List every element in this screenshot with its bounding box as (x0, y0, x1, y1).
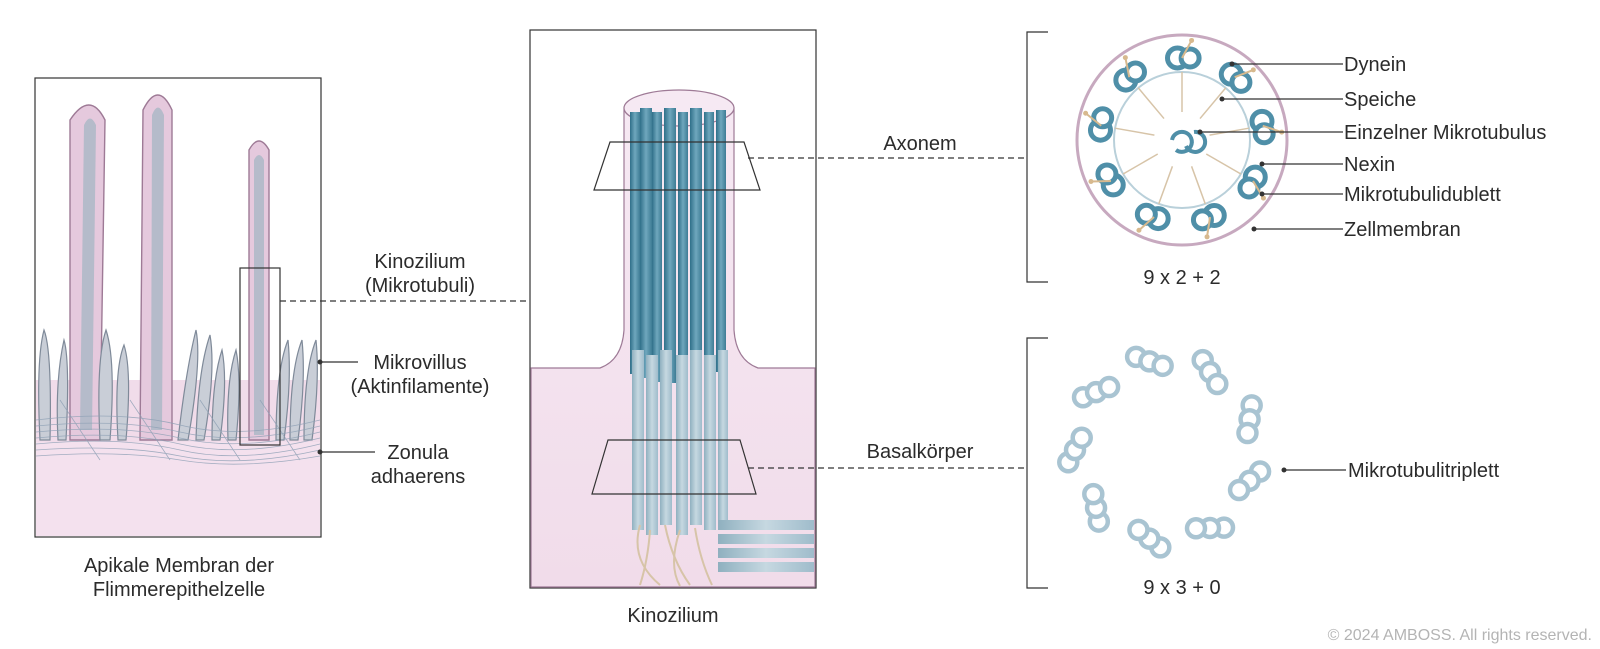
dynein-arm (1234, 68, 1254, 79)
middle-labels: Axonem Basalkörper (748, 133, 1025, 469)
spoke (1137, 87, 1165, 120)
kinozilium-label-line1: Kinozilium (374, 251, 465, 273)
dynein-arm (1206, 216, 1212, 237)
doublet-b (1091, 106, 1115, 130)
zonula-label-line2: adhaerens (371, 466, 466, 488)
dublett-label: Mikrotubulidublett (1344, 184, 1501, 206)
zonula-label-line1: Zonula (387, 442, 449, 464)
dynein-head (1260, 195, 1266, 201)
basal-formula: 9 x 3 + 0 (1143, 577, 1220, 599)
triplet-tubule (1227, 478, 1251, 502)
microvilli (38, 328, 318, 441)
dynein-arm (1138, 216, 1155, 232)
top-bracket (1026, 31, 1048, 283)
triplet-tubule (1206, 372, 1229, 396)
zellmembran-dot (1251, 226, 1257, 232)
axoneme-cross-section (1026, 31, 1289, 283)
spoke (1205, 153, 1242, 175)
zellmembran-label: Zellmembran (1344, 219, 1461, 241)
einzelner-dot (1197, 129, 1203, 135)
spoke (1122, 153, 1159, 175)
dynein-arm (1085, 112, 1102, 127)
spoke (1190, 166, 1206, 205)
dublett-dot (1259, 191, 1265, 197)
middle-caption: Kinozilium (627, 605, 718, 627)
dynein-head (1136, 227, 1142, 233)
triplet-tubule (1184, 517, 1208, 540)
left-panel (34, 77, 322, 538)
doublet-b (1178, 46, 1202, 70)
doublet-b (1252, 122, 1276, 146)
axonem-label: Axonem (883, 133, 956, 155)
middle-panel: Kinozilium (529, 29, 817, 627)
copyright: © 2024 AMBOSS. All rights reserved. (1328, 627, 1592, 644)
doublet-b (1123, 60, 1147, 84)
dynein-head (1204, 234, 1210, 240)
dynein-label: Dynein (1344, 54, 1406, 76)
axonem-section-plane (593, 141, 761, 191)
dynein-dot (1229, 61, 1235, 67)
dynein-arm (1262, 124, 1283, 134)
kinocilia-left (69, 94, 270, 441)
mikrovillus-label-line1: Mikrovillus (373, 352, 466, 374)
axoneme-tubes (630, 108, 726, 383)
dynein-head (1083, 110, 1089, 116)
doublet-b (1095, 162, 1119, 186)
triplet-tubule (1082, 482, 1105, 506)
speiche-dot (1219, 96, 1225, 102)
axoneme-labels: Dynein Speiche Einzelner Mikrotubulus Ne… (1143, 54, 1546, 289)
triplet-tubule (1236, 421, 1259, 445)
nexin-dot (1259, 161, 1265, 167)
dynein-head (1122, 55, 1128, 61)
einzelner-label: Einzelner Mikrotubulus (1344, 122, 1546, 144)
adjacent-basal-body (718, 520, 814, 572)
basal-body-tubes (632, 350, 728, 535)
dynein-arm (1181, 39, 1193, 59)
dynein-arm (1124, 57, 1131, 78)
triplet-tubule (1127, 518, 1150, 542)
left-caption-line2: Flimmerepithelzelle (93, 579, 265, 601)
kinozilium-label-line2: (Mikrotubuli) (365, 275, 475, 297)
mikrovillus-label-line2: (Aktinfilamente) (351, 376, 490, 398)
triplett-label: Mikrotubulitriplett (1348, 460, 1500, 482)
triplet-tubule (1097, 375, 1121, 399)
doublet-b (1190, 208, 1214, 232)
spoke (1158, 166, 1174, 205)
axoneme-formula: 9 x 2 + 2 (1143, 267, 1220, 289)
dynein-head (1088, 178, 1094, 184)
left-labels: Kinozilium (Mikrotubuli) Mikrovillus (Ak… (84, 251, 530, 601)
triplet-tubule (1151, 354, 1174, 378)
spoke (1114, 127, 1155, 136)
cell-body (36, 440, 320, 536)
basalkoerper-label: Basalkörper (867, 441, 974, 463)
triplet-tubule (1070, 426, 1093, 449)
zonula-filaments (35, 399, 321, 465)
basal-body-cross-section (1026, 337, 1272, 589)
triplets (1057, 345, 1272, 559)
rootlets (636, 524, 713, 587)
basal-section-plane (591, 439, 757, 495)
doublet-b (1134, 202, 1158, 226)
spoke (1199, 87, 1227, 120)
left-caption-line1: Apikale Membran der (84, 555, 274, 577)
doublet-b (1229, 70, 1253, 94)
bottom-bracket (1026, 337, 1048, 589)
zoom-box (239, 267, 281, 446)
speiche-label: Speiche (1344, 89, 1416, 111)
doublet-b (1237, 176, 1261, 200)
dynein-head (1250, 67, 1256, 73)
spokes (1114, 72, 1250, 205)
basal-labels: Mikrotubulitriplett 9 x 3 + 0 (1143, 460, 1499, 599)
dynein-head (1189, 37, 1195, 43)
nexin-label: Nexin (1344, 154, 1395, 176)
